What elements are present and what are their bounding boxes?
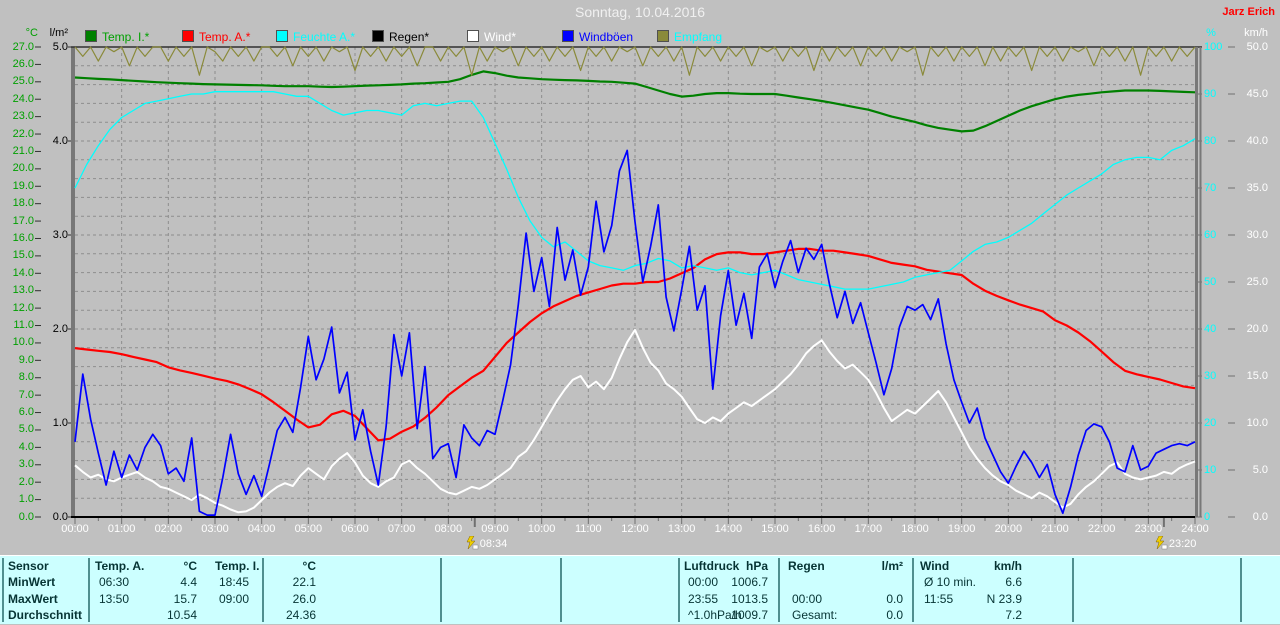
summary-separator bbox=[560, 558, 562, 622]
summary-value: N 23.9 bbox=[952, 592, 1022, 606]
summary-value: 00:00 bbox=[792, 592, 822, 606]
summary-header: MaxWert bbox=[8, 592, 58, 606]
summary-value: 1013.5 bbox=[698, 592, 768, 606]
summary-value: 09:00 bbox=[219, 592, 249, 606]
weather-app-window: Sonntag, 10.04.2016 Jarz Erich Temp. I.*… bbox=[0, 0, 1280, 625]
summary-header: Regen bbox=[788, 559, 825, 573]
summary-value: 10.54 bbox=[127, 608, 197, 622]
summary-value: 0.0 bbox=[833, 608, 903, 622]
summary-header: Temp. A. bbox=[95, 559, 144, 573]
summary-header: hPa bbox=[718, 559, 768, 573]
summary-separator bbox=[88, 558, 90, 622]
summary-separator bbox=[1240, 558, 1242, 622]
summary-header: Wind bbox=[920, 559, 949, 573]
summary-value: 18:45 bbox=[219, 575, 249, 589]
summary-value: 1006.7 bbox=[698, 575, 768, 589]
summary-value: 1009.7 bbox=[698, 608, 768, 622]
summary-header: MinWert bbox=[8, 575, 55, 589]
summary-separator bbox=[440, 558, 442, 622]
summary-separator bbox=[2, 558, 4, 622]
summary-value: 24.36 bbox=[246, 608, 316, 622]
summary-header: l/m² bbox=[853, 559, 903, 573]
summary-value: 7.2 bbox=[952, 608, 1022, 622]
summary-value: 4.4 bbox=[127, 575, 197, 589]
summary-panel: Sensor MinWert MaxWert Durchschnitt Temp. A.… bbox=[0, 555, 1280, 624]
summary-separator bbox=[778, 558, 780, 622]
summary-value: 06:30 bbox=[99, 575, 129, 589]
summary-value: 6.6 bbox=[952, 575, 1022, 589]
summary-value: 22.1 bbox=[246, 575, 316, 589]
summary-header: Durchschnitt bbox=[8, 608, 82, 622]
summary-value: 15.7 bbox=[127, 592, 197, 606]
summary-header: km/h bbox=[972, 559, 1022, 573]
summary-separator bbox=[1072, 558, 1074, 622]
plot-area bbox=[0, 0, 1280, 555]
summary-separator bbox=[678, 558, 680, 622]
summary-header: °C bbox=[266, 559, 316, 573]
summary-header: °C bbox=[147, 559, 197, 573]
summary-value: 11:55 bbox=[924, 592, 953, 606]
summary-value: 0.0 bbox=[833, 592, 903, 606]
summary-value: Gesamt: bbox=[792, 608, 837, 622]
summary-header: Sensor bbox=[8, 559, 49, 573]
summary-value: 26.0 bbox=[246, 592, 316, 606]
summary-separator bbox=[912, 558, 914, 622]
summary-header: Temp. I. bbox=[215, 559, 259, 573]
summary-value: 13:50 bbox=[99, 592, 129, 606]
